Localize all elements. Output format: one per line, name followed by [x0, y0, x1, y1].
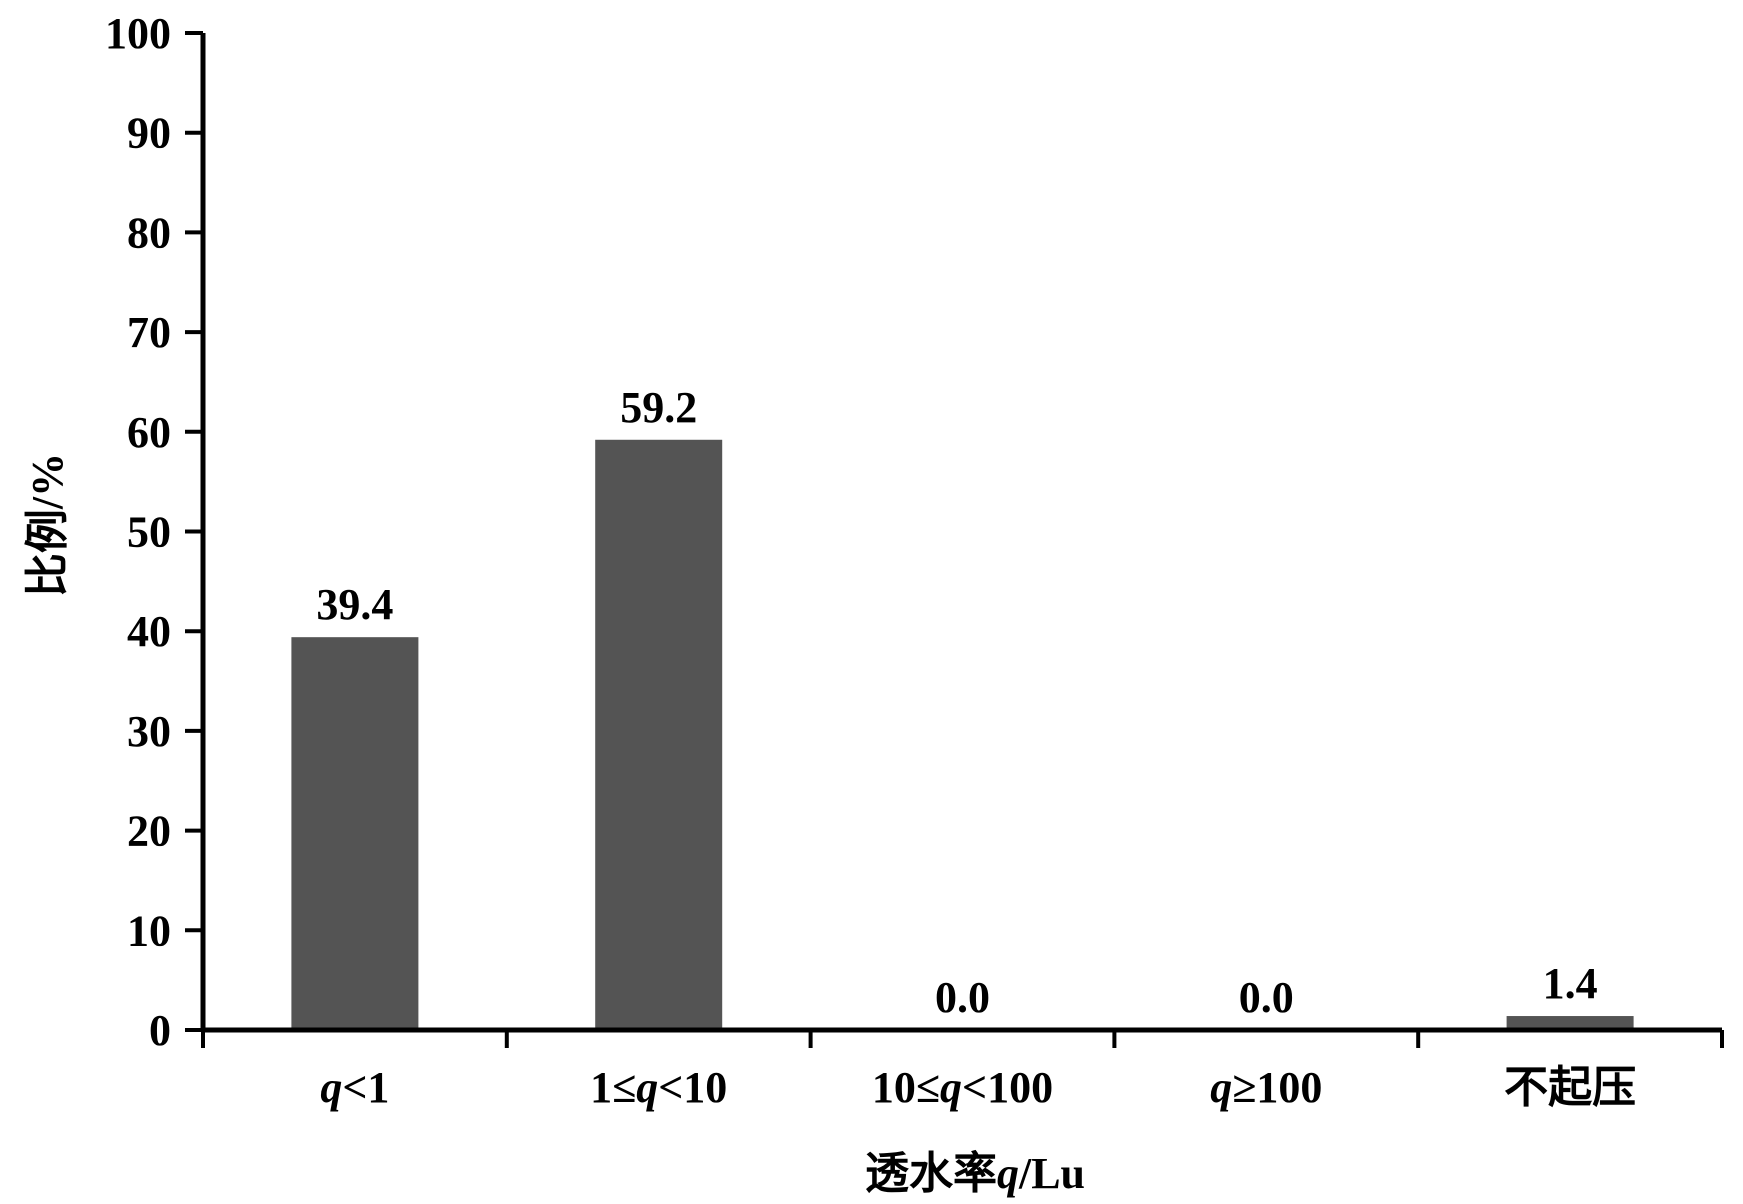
y-tick-label-7: 70 — [127, 308, 171, 357]
data-label-3: 0.0 — [1239, 973, 1294, 1022]
y-axis-title: 比例/% — [23, 453, 72, 597]
bar-1 — [595, 439, 723, 1030]
data-label-4: 1.4 — [1543, 959, 1598, 1008]
y-tick-label-6: 60 — [127, 408, 171, 457]
bar-4 — [1506, 1016, 1634, 1030]
data-label-2: 0.0 — [935, 973, 990, 1022]
x-tick-label-0: q<1 — [320, 1063, 389, 1112]
x-tick-label-4: 不起压 — [1504, 1063, 1636, 1112]
y-tick-label-9: 90 — [127, 109, 171, 158]
x-tick-label-2: 10≤q<100 — [872, 1063, 1053, 1112]
axes-layer — [185, 31, 1724, 1048]
y-tick-label-4: 40 — [127, 607, 171, 656]
data-label-0: 39.4 — [316, 580, 393, 629]
y-tick-label-0: 0 — [149, 1006, 171, 1055]
x-tick-label-1: 1≤q<10 — [590, 1063, 727, 1112]
y-tick-label-3: 30 — [127, 707, 171, 756]
labels-layer: 39.4 59.2 0.0 0.0 1.4 0 10 20 30 40 50 60 70 80 90 100 q… — [23, 9, 1636, 1198]
x-axis-title: 透水率q/Lu — [865, 1149, 1085, 1198]
data-label-1: 59.2 — [620, 383, 697, 432]
y-tick-label-5: 50 — [127, 508, 171, 557]
y-tick-label-1: 10 — [127, 906, 171, 955]
y-tick-label-8: 80 — [127, 208, 171, 257]
y-tick-label-2: 20 — [127, 807, 171, 856]
bars-layer — [291, 439, 1634, 1030]
bar-0 — [291, 637, 419, 1030]
y-tick-label-10: 100 — [105, 9, 171, 58]
x-tick-label-3: q≥100 — [1210, 1063, 1322, 1112]
